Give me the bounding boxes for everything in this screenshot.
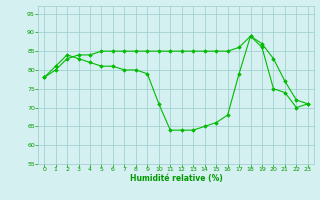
X-axis label: Humidité relative (%): Humidité relative (%) [130, 174, 222, 183]
